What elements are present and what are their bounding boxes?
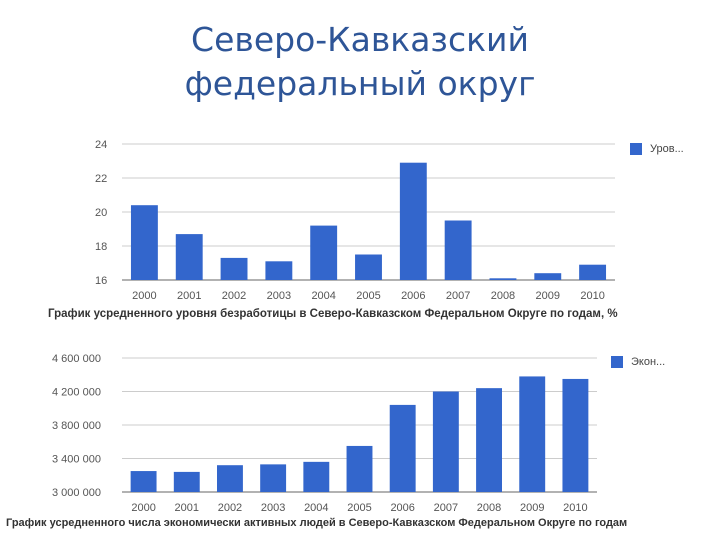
bar-2004	[310, 225, 338, 280]
x-tick-label: 2002	[218, 502, 242, 514]
x-tick-label: 2009	[536, 290, 560, 302]
bar-2009	[519, 376, 546, 492]
y-tick-label: 3 400 000	[52, 454, 101, 466]
bar-2003	[260, 464, 287, 492]
y-tick-label: 18	[95, 241, 107, 253]
y-tick-label: 4 600 000	[52, 353, 101, 365]
active-population-chart-title: График усредненного числа экономически а…	[6, 517, 628, 529]
bar-2010	[562, 378, 589, 492]
bar-2009	[534, 273, 562, 280]
bar-2000	[130, 205, 158, 280]
unemployment-chart-legend: Уров...	[630, 143, 684, 155]
bar-2008	[476, 388, 502, 492]
bar-2010	[579, 264, 607, 280]
bar-2001	[175, 234, 203, 280]
x-tick-label: 2010	[580, 290, 604, 302]
slide-title: Северо-Кавказский федеральный округ	[0, 18, 720, 106]
slide-title-line1: Северо-Кавказский	[191, 20, 529, 59]
bar-2004	[303, 461, 330, 492]
bar-2002	[220, 257, 248, 280]
x-tick-label: 2000	[131, 502, 155, 514]
x-tick-label: 2003	[267, 290, 291, 302]
y-tick-label: 4 200 000	[52, 387, 101, 399]
active-population-chart: 4 600 000 4 200 000 3 800 000 3 400 000 3 00…	[0, 345, 720, 540]
bar-2005	[355, 254, 382, 280]
legend-label: Уров...	[650, 143, 684, 155]
x-tick-label: 2007	[434, 502, 458, 514]
active-population-chart-legend: Экон...	[611, 356, 665, 368]
bar-2002	[217, 465, 243, 492]
y-tick-label: 22	[95, 173, 107, 185]
x-tick-label: 2000	[132, 290, 156, 302]
y-tick-label: 24	[95, 139, 107, 151]
bar-2007	[432, 391, 459, 492]
slide-title-line2: федеральный округ	[184, 64, 536, 103]
unemployment-chart-title: График усредненного уровня безработицы в…	[48, 308, 618, 320]
bar-2006	[389, 404, 416, 492]
active-population-chart-plot: 4 600 000 4 200 000 3 800 000 3 400 000 3 00…	[52, 353, 597, 514]
x-tick-label: 2005	[347, 502, 371, 514]
x-tick-label: 2005	[356, 290, 380, 302]
legend-label: Экон...	[631, 356, 666, 368]
x-tick-label: 2009	[520, 502, 544, 514]
bar-2008	[489, 278, 517, 280]
bar-2001	[173, 471, 200, 492]
x-tick-label: 2004	[311, 290, 335, 302]
legend-swatch	[611, 356, 623, 368]
x-tick-label: 2006	[401, 290, 425, 302]
y-tick-label: 20	[95, 207, 107, 219]
unemployment-chart: 24 22 20 18 16 2000 2001 2002 2003 2004 2005 2006 20…	[0, 130, 720, 326]
x-tick-label: 2006	[390, 502, 414, 514]
y-tick-label: 3 800 000	[52, 420, 101, 432]
x-tick-label: 2008	[477, 502, 501, 514]
legend-swatch	[630, 143, 642, 155]
bar-2006	[399, 162, 427, 280]
y-tick-label: 16	[95, 275, 107, 287]
x-tick-label: 2003	[261, 502, 285, 514]
x-tick-label: 2004	[304, 502, 328, 514]
x-tick-label: 2001	[175, 502, 199, 514]
x-tick-label: 2010	[563, 502, 587, 514]
x-tick-label: 2008	[491, 290, 515, 302]
bar-2007	[444, 220, 472, 280]
unemployment-chart-plot: 24 22 20 18 16 2000 2001 2002 2003 2004 2005 2006 20…	[95, 139, 615, 302]
bar-2003	[265, 261, 293, 280]
bar-2000	[130, 471, 157, 492]
x-tick-label: 2001	[177, 290, 201, 302]
x-tick-label: 2007	[446, 290, 470, 302]
bar-2005	[346, 445, 373, 492]
y-tick-label: 3 000 000	[52, 487, 101, 499]
x-tick-label: 2002	[222, 290, 246, 302]
